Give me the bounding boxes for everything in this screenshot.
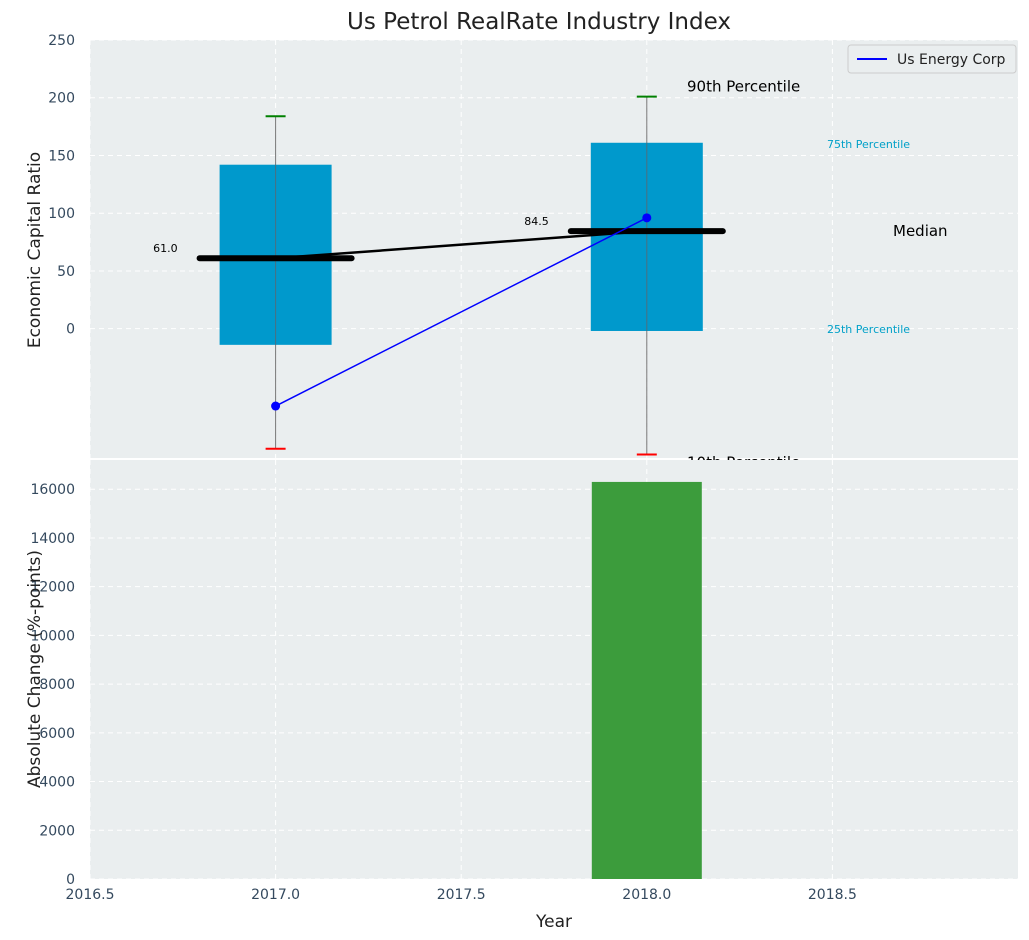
bottom-y-axis-label: Absolute Change (%-points) [25, 550, 45, 788]
bottom-y-tick-label: 6000 [39, 726, 75, 742]
bottom-y-tick-label: 2000 [39, 823, 75, 839]
top-panel: 0 50 100 150 200 250 61.0 84.5 90th Percentile 75… [48, 33, 1018, 472]
top-y-tick-label: 100 [48, 206, 75, 222]
median-value-label: 61.0 [153, 242, 178, 255]
top-y-tick-label: 250 [48, 33, 75, 49]
top-y-tick-label: 200 [48, 91, 75, 107]
bottom-y-tick-label: 0 [66, 872, 75, 888]
percentile-label-median: Median [893, 222, 948, 240]
x-tick-label: 2016.5 [66, 887, 115, 903]
median-trend-line [275, 229, 647, 260]
top-y-axis-label: Economic Capital Ratio [25, 152, 45, 348]
company-series-point [271, 401, 281, 411]
percentile-label-p25: 25th Percentile [827, 323, 910, 336]
x-tick-label: 2017.0 [251, 887, 300, 903]
x-tick-label: 2017.5 [437, 887, 486, 903]
legend-label-us-energy-corp: Us Energy Corp [897, 52, 1006, 68]
legend: Us Energy Corp [847, 44, 1017, 74]
chart-title: Us Petrol RealRate Industry Index [347, 9, 731, 35]
box-group: 84.5 [524, 95, 726, 456]
bottom-panel: 0 2000 4000 6000 8000 10000 12000 14000 16000 201… [30, 460, 1018, 903]
x-tick-label: 2018.5 [808, 887, 857, 903]
top-y-tick-label: 150 [48, 148, 75, 164]
top-y-tick-label: 50 [57, 264, 75, 280]
bottom-y-tick-label: 4000 [39, 775, 75, 791]
median-value-label: 84.5 [524, 215, 549, 228]
bottom-y-tick-label: 8000 [39, 677, 75, 693]
legend-box [847, 44, 1017, 74]
x-axis-label: Year [535, 912, 572, 932]
change-bar [591, 481, 702, 879]
x-tick-label: 2018.0 [622, 887, 671, 903]
bottom-plot-area [90, 460, 1018, 879]
bottom-y-tick-label: 10000 [30, 628, 75, 644]
bottom-y-tick-label: 14000 [30, 531, 75, 547]
top-y-tick-label: 0 [66, 322, 75, 338]
company-series-line [275, 217, 648, 407]
percentile-label-p75: 75th Percentile [827, 138, 910, 151]
company-series-point [642, 213, 652, 223]
bottom-y-tick-label: 12000 [30, 580, 75, 596]
percentile-label-p90: 90th Percentile [687, 78, 800, 96]
bottom-y-tick-label: 16000 [30, 482, 75, 498]
